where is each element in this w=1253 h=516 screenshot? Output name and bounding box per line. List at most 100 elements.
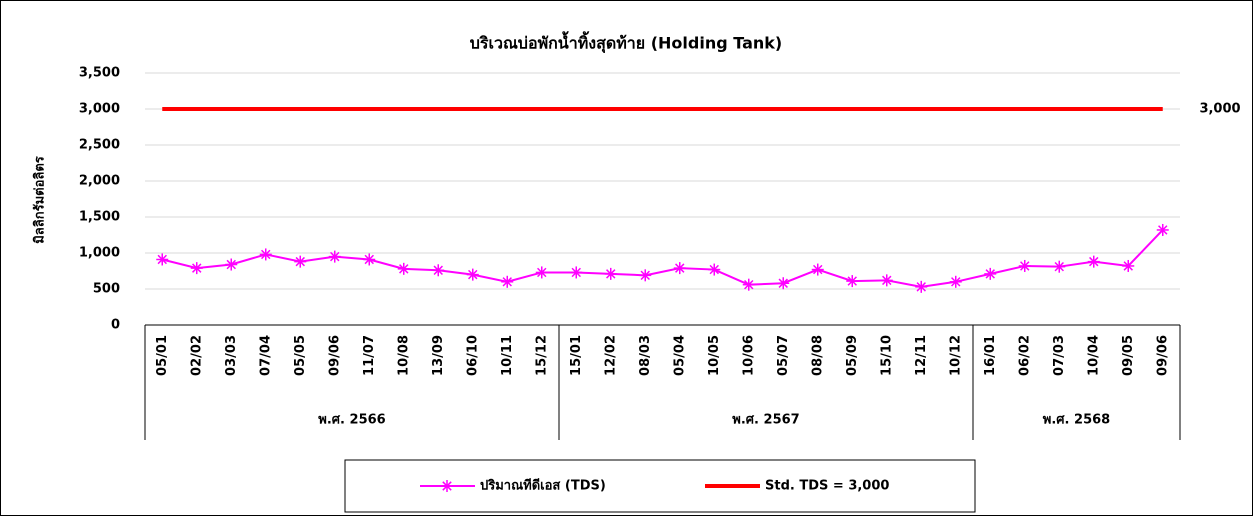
data-point [1018, 259, 1031, 272]
data-point [1122, 259, 1135, 272]
marker-stroke [364, 254, 374, 265]
y-tick-label: 500 [93, 282, 120, 297]
marker-stroke [295, 256, 305, 267]
marker-stroke [882, 275, 892, 286]
x-tick-label: 05/04 [672, 335, 687, 376]
data-point [708, 263, 721, 276]
marker-stroke [1089, 256, 1099, 267]
x-tick-label: 16/01 [983, 335, 998, 376]
marker-stroke [442, 481, 452, 491]
x-tick-label: 15/12 [534, 335, 549, 376]
legend-marker [441, 480, 453, 492]
data-point [466, 268, 479, 281]
y-tick-label: 1,500 [79, 210, 120, 225]
x-tick-label: 12/11 [914, 335, 929, 376]
x-tick-label: 07/04 [258, 335, 273, 376]
marker-stroke [261, 249, 271, 260]
data-point [501, 275, 514, 288]
marker-stroke [847, 276, 857, 286]
marker-stroke [675, 263, 685, 273]
x-tick-label: 05/07 [776, 335, 791, 376]
x-tick-label: 10/04 [1086, 335, 1101, 376]
x-tick-label: 08/08 [810, 335, 825, 376]
x-tick-label: 09/05 [1121, 335, 1136, 376]
data-point [915, 280, 928, 293]
x-tick-label: 10/12 [948, 335, 963, 376]
data-point [190, 262, 203, 275]
x-tick-label: 11/07 [362, 335, 377, 376]
y-tick-label: 2,000 [79, 174, 120, 189]
data-point [363, 253, 376, 266]
marker-stroke [537, 267, 547, 278]
data-point [397, 262, 410, 275]
legend-label: ปริมาณทีดีเอส (TDS) [480, 478, 606, 494]
marker-stroke [778, 278, 788, 288]
y-tick-label: 2,500 [79, 138, 120, 153]
x-tick-label: 10/11 [500, 335, 515, 376]
marker-stroke [157, 254, 167, 265]
marker-stroke [1158, 225, 1168, 235]
x-tick-label: 02/02 [189, 335, 204, 376]
x-tick-label: 10/08 [396, 335, 411, 376]
data-point [1053, 260, 1066, 273]
data-point [846, 275, 859, 288]
data-point [639, 269, 652, 282]
marker-stroke [916, 282, 926, 292]
y-tick-label: 3,000 [79, 102, 120, 117]
x-tick-label: 03/03 [224, 335, 239, 376]
data-point [777, 277, 790, 290]
x-tick-label: 15/10 [879, 335, 894, 376]
data-point [570, 266, 583, 279]
group-label: พ.ศ. 2568 [1043, 413, 1110, 428]
marker-stroke [640, 270, 650, 281]
y-axis-title: มิลลิกรัมต่อลิตร [33, 156, 48, 244]
marker-stroke [1123, 261, 1133, 271]
marker-stroke [951, 277, 961, 287]
marker-stroke [399, 264, 409, 274]
marker-stroke [744, 279, 754, 290]
data-point [880, 274, 893, 287]
x-tick-label: 10/05 [707, 335, 722, 376]
x-tick-label: 05/01 [155, 335, 170, 376]
group-label: พ.ศ. 2567 [732, 413, 799, 428]
data-point [156, 253, 169, 266]
x-tick-label: 05/05 [293, 335, 308, 376]
x-tick-label: 10/06 [741, 335, 756, 376]
x-tick-label: 08/03 [638, 335, 653, 376]
legend-label: Std. TDS = 3,000 [765, 479, 889, 494]
marker-stroke [502, 277, 512, 287]
x-tick-label: 07/03 [1052, 335, 1067, 376]
x-tick-label: 06/02 [1017, 335, 1032, 376]
group-label: พ.ศ. 2566 [318, 413, 385, 428]
data-point [328, 250, 341, 263]
y-tick-label: 3,500 [79, 66, 120, 81]
chart-title: บริเวณบ่อพักน้ำทิ้งสุดท้าย (Holding Tank… [470, 31, 782, 54]
marker-stroke [192, 263, 202, 273]
marker-stroke [468, 269, 478, 280]
marker-stroke [709, 264, 719, 275]
x-tick-label: 13/09 [431, 335, 446, 376]
data-point [535, 266, 548, 279]
marker-stroke [606, 269, 616, 279]
data-point [294, 255, 307, 268]
x-tick-label: 09/06 [327, 335, 342, 376]
marker-stroke [813, 264, 823, 275]
marker-stroke [226, 259, 236, 270]
data-label: 3,000 [1199, 102, 1240, 117]
data-point [673, 262, 686, 275]
x-tick-label: 06/10 [465, 335, 480, 376]
series-line [162, 229, 1164, 288]
marker-stroke [330, 251, 340, 262]
data-point [949, 275, 962, 288]
data-point [432, 264, 445, 277]
marker-stroke [433, 265, 443, 276]
x-tick-label: 12/02 [603, 335, 618, 376]
data-point [225, 258, 238, 271]
data-point [259, 248, 272, 261]
marker-stroke [985, 269, 995, 279]
x-tick-label: 09/06 [1155, 335, 1170, 376]
marker-stroke [571, 267, 581, 278]
x-tick-label: 05/09 [845, 335, 860, 376]
